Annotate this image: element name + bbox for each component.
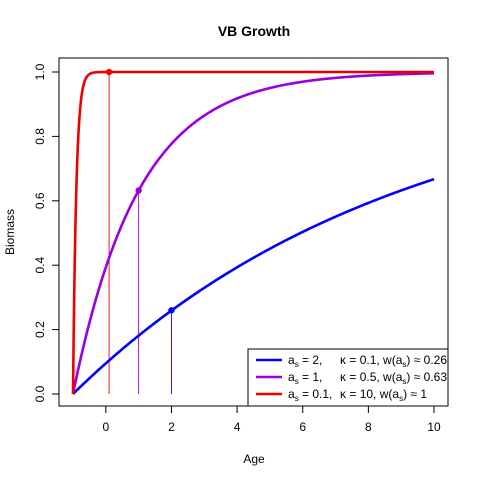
y-tick-label: 0.6 (33, 192, 47, 209)
x-tick-label: 10 (427, 420, 441, 434)
chart-title: VB Growth (218, 23, 290, 39)
series-markers (105, 68, 175, 314)
x-axis-title: Age (243, 452, 265, 466)
series-1-line (71, 72, 435, 395)
legend-entry-2: as = 0.1, κ = 10, w(as) ≈ 1 (288, 387, 427, 403)
y-tick-label: 1.0 (33, 63, 47, 80)
y-axis: 0.0 0.2 0.4 0.6 0.8 1.0 (33, 63, 60, 402)
y-tick-label: 0.8 (33, 128, 47, 145)
x-tick-label: 2 (168, 420, 175, 434)
y-tick-label: 0.2 (33, 321, 47, 338)
x-tick-label: 6 (299, 420, 306, 434)
x-axis: 0 2 4 6 8 10 (102, 405, 441, 434)
y-tick-label: 0.0 (33, 385, 47, 402)
series-0-marker (168, 307, 175, 314)
x-tick-label: 4 (234, 420, 241, 434)
legend-entry-0: as = 2, κ = 0.1, w(as) ≈ 0.26 (288, 353, 447, 369)
y-axis-title: Biomass (3, 209, 17, 255)
series-2-marker (105, 68, 113, 76)
series-0-line (72, 177, 435, 395)
series-2-line (71, 70, 435, 395)
x-tick-label: 8 (365, 420, 372, 434)
legend-entry-1: as = 1, κ = 0.5, w(as) ≈ 0.63 (288, 370, 447, 386)
x-tick-label: 0 (102, 420, 109, 434)
y-tick-label: 0.4 (33, 257, 47, 274)
series-1-marker (135, 187, 142, 194)
marker-guides (108, 72, 172, 394)
series-curves (71, 70, 435, 395)
